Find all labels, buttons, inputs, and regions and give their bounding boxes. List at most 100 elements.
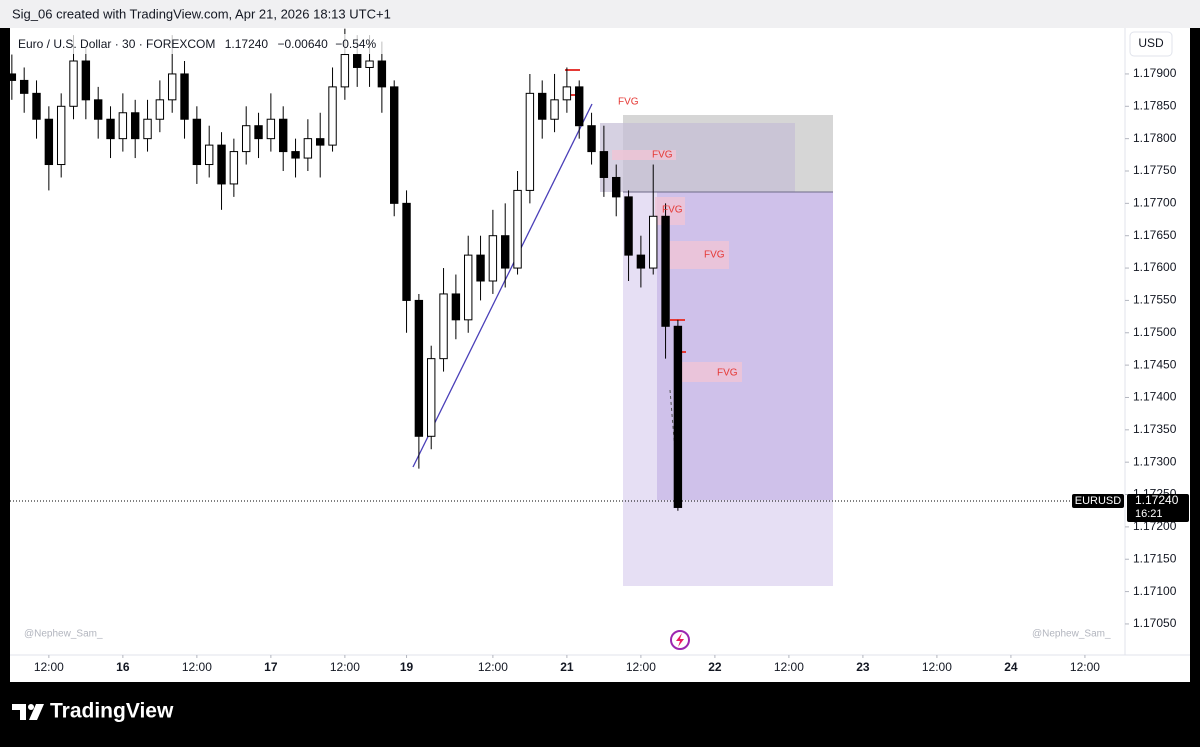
candle-body	[167, 73, 177, 101]
legend: Euro / U.S. Dollar · 30 · FOREXCOM 1.172…	[18, 37, 377, 51]
candle-body	[451, 293, 461, 321]
candle-body	[229, 151, 239, 185]
candle-body	[661, 215, 670, 327]
y-tick-label: 1.17850	[1133, 98, 1177, 112]
y-tick-label: 1.17750	[1133, 163, 1177, 177]
fvg-label: FVG	[652, 150, 673, 161]
x-tick-label: 12:00	[182, 660, 212, 674]
watermark: @Nephew_Sam_	[24, 629, 103, 640]
candle-body	[673, 325, 683, 508]
x-tick-label: 12:00	[1070, 660, 1100, 674]
y-tick-label: 1.17100	[1133, 584, 1177, 598]
x-tick-label: 12:00	[626, 660, 656, 674]
candle-body	[353, 54, 362, 68]
fvg-label: FVG	[717, 368, 738, 379]
candle-body	[513, 189, 522, 269]
x-tick-label: 12:00	[478, 660, 508, 674]
fvg-box	[667, 241, 729, 269]
y-tick-label: 1.17600	[1133, 260, 1177, 274]
candle-body	[291, 151, 300, 159]
candle-body	[562, 86, 572, 101]
candle-body	[241, 125, 251, 153]
candle-body	[118, 112, 128, 140]
currency-button[interactable]	[1129, 31, 1173, 57]
candle-body	[106, 118, 115, 140]
target-zone-filled	[657, 192, 833, 500]
x-tick-label: 19	[400, 660, 414, 674]
candle-body	[44, 118, 54, 166]
fvg-label: FVG	[618, 97, 639, 108]
candle-body	[464, 254, 473, 321]
change-pct: −0.54%	[335, 37, 376, 51]
candle-body	[32, 92, 41, 120]
x-tick-label: 22	[708, 660, 722, 674]
y-tick-label: 1.17400	[1133, 390, 1177, 404]
x-tick-label: 21	[560, 660, 574, 674]
y-tick-label: 1.17700	[1133, 196, 1177, 210]
candle-body	[56, 105, 66, 166]
candle-body	[180, 73, 189, 120]
logo-mark	[12, 704, 26, 720]
y-tick-label: 1.17500	[1133, 325, 1177, 339]
candle-body	[303, 138, 313, 159]
candles	[7, 28, 683, 511]
header-bar	[0, 0, 1200, 28]
fvg-label: FVG	[662, 205, 683, 216]
candle-body	[278, 118, 288, 153]
y-tick-label: 1.17900	[1133, 66, 1177, 80]
candle-body	[365, 60, 374, 68]
symbol-tag: EURUSD	[1075, 495, 1122, 507]
currency[interactable]: USD	[1138, 36, 1164, 50]
candle-body	[427, 358, 436, 437]
candle-body	[254, 125, 263, 140]
x-tick-label: 24	[1004, 660, 1018, 674]
candle-body	[7, 73, 17, 81]
axes: 1.170501.171001.171501.172001.172501.173…	[34, 66, 1177, 674]
candle-body	[143, 118, 152, 140]
change: −0.00640	[277, 37, 328, 51]
candle-body	[93, 99, 103, 120]
candle-body	[599, 151, 609, 178]
candle-body	[328, 86, 337, 146]
last-price: 1.17240	[225, 37, 269, 51]
candle-body	[204, 144, 214, 166]
x-tick-label: 12:00	[922, 660, 952, 674]
fvg-box	[612, 150, 676, 160]
y-tick-label: 1.17050	[1133, 616, 1177, 630]
fvg-label: FVG	[704, 250, 725, 261]
labels: FVG FVG FVG FVG FVG @Nephew_Sam_ @Nephew…	[10, 31, 1189, 650]
y-tick-label: 1.17650	[1133, 228, 1177, 242]
y-tick-label: 1.17350	[1133, 422, 1177, 436]
candle-body	[476, 254, 485, 282]
x-tick-label: 12:00	[330, 660, 360, 674]
candle-body	[612, 176, 621, 198]
logo-slash	[29, 704, 44, 720]
countdown: 16:21	[1135, 508, 1163, 520]
candle-body	[575, 86, 584, 127]
candle-body	[81, 60, 91, 101]
candle-body	[501, 235, 510, 269]
bolt	[676, 633, 684, 647]
last-price-tag: 1.17240	[1135, 493, 1179, 507]
candle-body	[316, 138, 325, 146]
candle-body	[414, 299, 424, 437]
y-tick-label: 1.17200	[1133, 519, 1177, 533]
candle-body	[525, 92, 535, 191]
candle-body	[69, 60, 78, 107]
candle-body	[439, 293, 448, 360]
symbol-tag-bg	[1072, 494, 1124, 508]
y-tick-label: 1.17150	[1133, 551, 1177, 565]
logo-dot	[28, 704, 34, 710]
candle-body	[130, 112, 140, 140]
drawings	[412, 69, 833, 586]
candle-body	[155, 99, 165, 120]
symbol-title: Euro / U.S. Dollar · 30 · FOREXCOM	[18, 37, 215, 51]
candle-body	[402, 202, 411, 301]
fvg-box	[682, 362, 742, 382]
x-tick-label: 23	[856, 660, 870, 674]
brand-name: TradingView	[50, 700, 174, 723]
legend-bg	[12, 34, 392, 54]
x-tick-label: 12:00	[774, 660, 804, 674]
